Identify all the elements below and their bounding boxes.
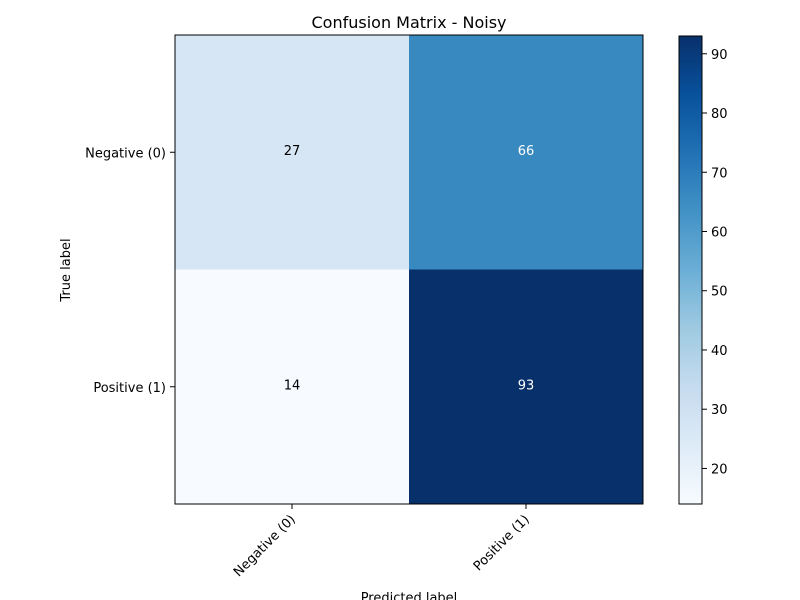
heatmap-cell [175, 35, 409, 270]
colorbar-tick-label: 40 [711, 344, 728, 359]
colorbar-tick-label: 80 [711, 107, 728, 122]
cell-value-label: 14 [284, 378, 301, 393]
colorbar-tick-label: 50 [711, 285, 728, 300]
colorbar-tick-label: 70 [711, 166, 728, 181]
heatmap-cells: 27 66 14 93 [175, 35, 643, 504]
colorbar-ticks: 20 30 40 50 60 70 80 90 [702, 48, 728, 477]
cell-value-label: 93 [518, 378, 535, 393]
plot-frame [174, 34, 644, 505]
x-tick-label: Positive (1) [471, 512, 533, 574]
x-tick-label: Negative (0) [231, 512, 299, 580]
y-axis-ticks: Negative (0) Positive (1) [85, 146, 175, 396]
y-axis-label: True label [59, 238, 74, 302]
colorbar-tick-label: 20 [711, 462, 728, 477]
heatmap-cell [409, 35, 643, 270]
y-tick-label: Positive (1) [93, 381, 166, 396]
x-axis-label: Predicted label [361, 591, 458, 600]
y-tick-label: Negative (0) [85, 146, 166, 161]
heatmap-cell [175, 269, 409, 504]
cell-value-label: 27 [284, 144, 301, 159]
colorbar-tick-label: 60 [711, 225, 728, 240]
colorbar-tick-label: 30 [711, 403, 728, 418]
cell-value-label: 66 [518, 144, 535, 159]
heatmap-cell [409, 269, 643, 504]
colorbar-tick-label: 90 [711, 48, 728, 63]
chart-title: Confusion Matrix - Noisy [312, 13, 507, 32]
x-axis-ticks: Negative (0) Positive (1) [231, 504, 533, 580]
colorbar [678, 35, 703, 505]
